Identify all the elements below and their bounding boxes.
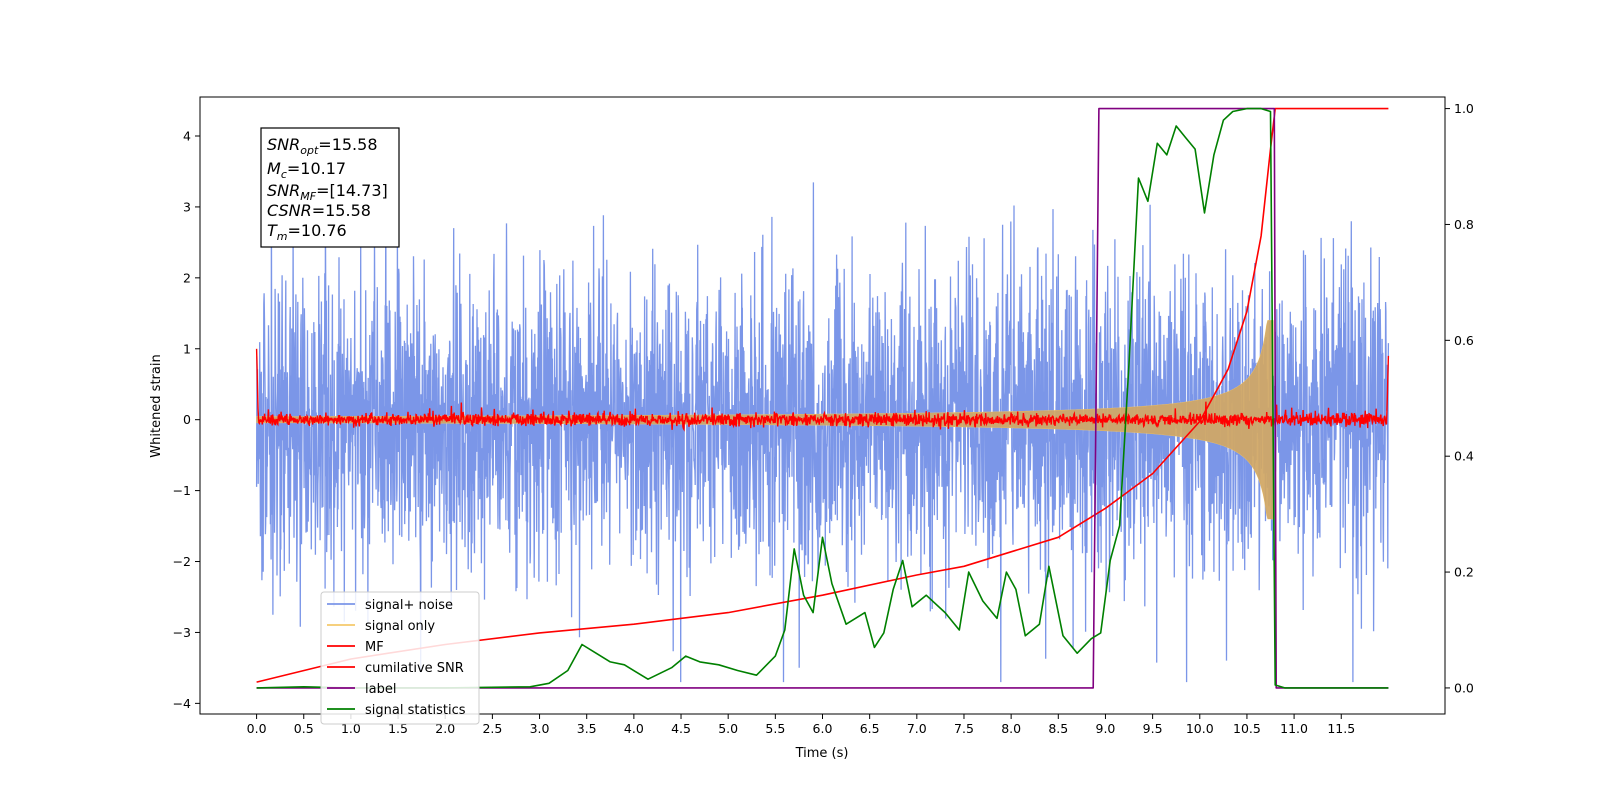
y-axis-right: 0.0 0.2 0.4 0.6 0.8 1.0 xyxy=(1445,101,1474,695)
series-signal-noise xyxy=(255,174,1390,683)
y-tick-label: −2 xyxy=(173,554,191,569)
legend-label-signal-statistics: signal statistics xyxy=(365,703,466,718)
x-axis: 0.0 0.5 1.0 1.5 2.0 2.5 3.0 3.5 4.0 4.5 5.0 5.5 6.0 6… xyxy=(247,714,1355,736)
y-tick-label: −3 xyxy=(173,625,191,640)
x-tick-label: 1.5 xyxy=(388,721,408,736)
legend-label-signal-noise: signal+ noise xyxy=(365,598,453,613)
x-tick-label: 4.5 xyxy=(671,721,691,736)
series-signal-statistics xyxy=(256,107,1389,689)
x-tick-label: 10.5 xyxy=(1233,721,1261,736)
y2-tick-label: 1.0 xyxy=(1454,101,1474,116)
y-tick-label: 2 xyxy=(183,270,191,285)
x-tick-label: 11.0 xyxy=(1280,721,1308,736)
x-tick-label: 9.0 xyxy=(1096,721,1116,736)
x-tick-label: 1.0 xyxy=(341,721,361,736)
x-tick-label: 2.0 xyxy=(435,721,455,736)
x-tick-label: 0.5 xyxy=(294,721,314,736)
x-tick-label: 10.0 xyxy=(1186,721,1214,736)
y-axis-left: −4 −3 −2 −1 0 1 2 3 4 xyxy=(173,129,200,711)
y2-tick-label: 0.0 xyxy=(1454,680,1474,695)
legend-label-label: label xyxy=(365,682,396,697)
series-layer xyxy=(255,107,1390,689)
legend: signal+ noise signal only MF cumilative … xyxy=(320,591,480,725)
y-axis-label: Whitened strain xyxy=(149,354,164,457)
x-tick-label: 8.0 xyxy=(1001,721,1021,736)
x-tick-label: 4.0 xyxy=(624,721,644,736)
y2-tick-label: 0.2 xyxy=(1454,565,1474,580)
x-tick-label: 8.5 xyxy=(1048,721,1068,736)
y2-tick-label: 0.4 xyxy=(1454,449,1474,464)
x-tick-label: 7.5 xyxy=(954,721,974,736)
y-tick-label: 0 xyxy=(183,412,191,427)
legend-frame xyxy=(320,591,480,725)
annotation-mc: Mc=10.17 xyxy=(267,159,346,181)
y-tick-label: 3 xyxy=(183,199,191,214)
x-tick-label: 6.0 xyxy=(813,721,833,736)
x-tick-label: 11.5 xyxy=(1327,721,1355,736)
legend-label-signal-only: signal only xyxy=(365,619,435,634)
x-tick-label: 3.5 xyxy=(577,721,597,736)
series-cumilative-snr xyxy=(256,107,1389,683)
y-tick-label: 1 xyxy=(183,341,191,356)
x-tick-label: 6.5 xyxy=(860,721,880,736)
x-tick-label: 2.5 xyxy=(482,721,502,736)
x-tick-label: 3.0 xyxy=(530,721,550,736)
legend-label-mf: MF xyxy=(365,640,384,655)
annotation-snr-opt: SNRopt=15.58 xyxy=(267,135,378,157)
x-axis-label: Time (s) xyxy=(795,746,849,761)
x-tick-label: 9.5 xyxy=(1143,721,1163,736)
y2-tick-label: 0.6 xyxy=(1454,333,1474,348)
x-tick-label: 5.0 xyxy=(718,721,738,736)
annotation-snr-mf: SNRMF=[14.73] xyxy=(267,181,388,203)
y-tick-label: −1 xyxy=(173,483,191,498)
y-tick-label: −4 xyxy=(173,696,191,711)
y2-tick-label: 0.8 xyxy=(1454,217,1474,232)
x-tick-label: 7.0 xyxy=(907,721,927,736)
y-tick-label: 4 xyxy=(183,129,191,144)
x-tick-label: 5.5 xyxy=(765,721,785,736)
annotation-box: SNRopt=15.58 Mc=10.17 SNRMF=[14.73] CSNR… xyxy=(260,127,400,248)
annotation-tm: Tm=10.76 xyxy=(267,221,347,243)
x-tick-label: 0.0 xyxy=(247,721,267,736)
annotation-frame xyxy=(260,127,400,248)
annotation-csnr: CSNR=15.58 xyxy=(267,201,371,220)
legend-label-cumilative-snr: cumilative SNR xyxy=(365,661,464,676)
